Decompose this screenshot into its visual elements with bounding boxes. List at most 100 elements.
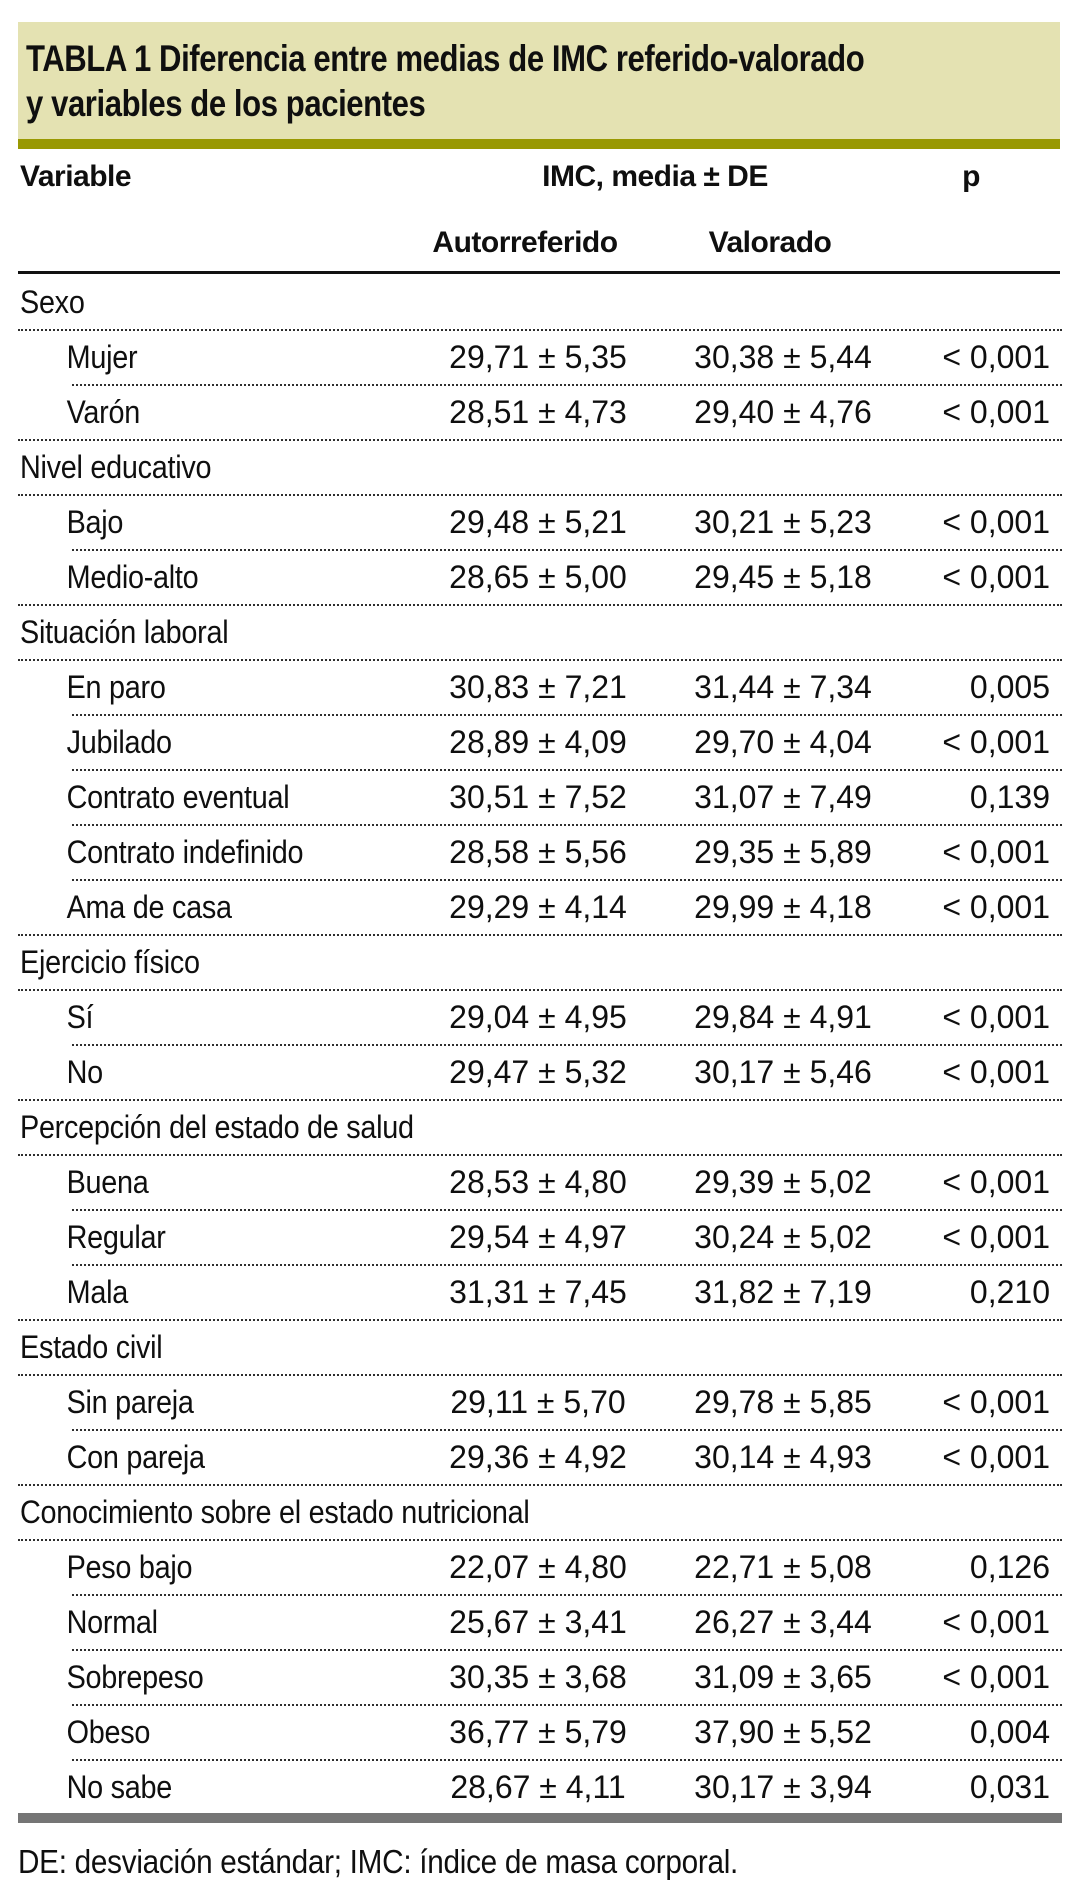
cell-autorreferido: 29,36 ± 4,92 [449,1439,627,1475]
row-separator [18,934,1062,936]
row-separator [18,659,1062,661]
cell-autorreferido: 29,29 ± 4,14 [449,889,627,925]
cell-autorreferido: 29,11 ± 5,70 [450,1384,626,1420]
cell-p: < 0,001 [942,1164,1050,1200]
cell-autorreferido: 28,65 ± 5,00 [449,559,627,595]
table-row: Ama de casa 29,29 ± 4,14 29,99 ± 4,18 < 0,0… [18,881,1062,934]
cell-p: 0,139 [969,779,1050,815]
table-row: Medio-alto 28,65 ± 5,00 29,45 ± 5,18 < 0,00… [18,551,1062,604]
cell-valorado: 22,71 ± 5,08 [694,1549,872,1585]
subheader-autorreferido: Autorreferido [432,226,618,259]
row-label: Con pareja [66,1439,205,1475]
table-row: Varón 28,51 ± 4,73 29,40 ± 4,76 < 0,001 [18,386,1062,439]
cell-autorreferido: 29,47 ± 5,32 [449,1054,627,1090]
table-row: Normal 25,67 ± 3,41 26,27 ± 3,44 < 0,001 [18,1596,1062,1649]
cell-p: < 0,001 [942,1219,1050,1255]
cell-valorado: 29,45 ± 5,18 [694,559,872,595]
cell-p: < 0,001 [942,1439,1050,1475]
footnote: DE: desviación estándar; IMC: índice de … [18,1843,739,1880]
title-underline-bar [18,139,1060,149]
cell-p: < 0,001 [942,394,1050,430]
cell-p: < 0,001 [942,1054,1050,1090]
table-row: Contrato eventual 30,51 ± 7,52 31,07 ± 7,4… [18,771,1062,824]
row-separator [18,1484,1062,1486]
row-label: Sobrepeso [66,1659,204,1695]
row-label: Buena [66,1164,149,1200]
table-title-box: TABLA 1 Diferencia entre medias de IMC r… [18,22,1060,139]
group-row: Nivel educativo [18,441,1062,494]
cell-valorado: 30,17 ± 5,46 [694,1054,872,1090]
group-row: Situación laboral [18,606,1062,659]
row-label: Regular [66,1219,166,1255]
row-label: Sí [66,999,94,1035]
table-row: Sí 29,04 ± 4,95 29,84 ± 4,91 < 0,001 [18,991,1062,1044]
row-separator [18,1319,1062,1321]
group-label: Ejercicio físico [20,944,200,980]
row-separator [72,1264,1062,1266]
cell-p: 0,031 [969,1769,1050,1805]
table-row: Obeso 36,77 ± 5,79 37,90 ± 5,52 0,004 [18,1706,1062,1759]
cell-autorreferido: 31,31 ± 7,45 [449,1274,627,1310]
row-separator [18,1539,1062,1541]
row-separator [72,1649,1062,1651]
cell-valorado: 31,44 ± 7,34 [694,669,872,705]
row-separator [18,1374,1062,1376]
cell-valorado: 30,14 ± 4,93 [694,1439,872,1475]
row-label: Normal [66,1604,158,1640]
row-separator [18,439,1062,441]
subheader-valorado: Valorado [708,226,832,259]
table-title-line2: y variables de los pacientes [26,83,426,124]
cell-autorreferido: 29,71 ± 5,35 [449,339,627,375]
row-separator [72,384,1062,386]
group-label: Conocimiento sobre el estado nutricional [20,1494,530,1530]
cell-autorreferido: 36,77 ± 5,79 [449,1714,627,1750]
row-label: Obeso [66,1714,151,1750]
cell-valorado: 30,17 ± 3,94 [694,1769,872,1805]
row-label: Mujer [66,339,138,375]
cell-autorreferido: 29,48 ± 5,21 [449,504,627,540]
cell-autorreferido: 28,53 ± 4,80 [449,1164,627,1200]
cell-autorreferido: 25,67 ± 3,41 [449,1604,627,1640]
table-row: Bajo 29,48 ± 5,21 30,21 ± 5,23 < 0,001 [18,496,1062,549]
table-body: Sexo Mujer 29,71 ± 5,35 30,38 ± 5,44 < 0,001… [18,276,1062,1814]
cell-valorado: 29,39 ± 5,02 [694,1164,872,1200]
row-label: Bajo [66,504,124,540]
cell-valorado: 29,78 ± 5,85 [694,1384,872,1420]
table-row: Regular 29,54 ± 4,97 30,24 ± 5,02 < 0,001 [18,1211,1062,1264]
column-header-variable: Variable [20,160,132,193]
row-label: No [66,1054,104,1090]
column-header-p: p [962,160,980,193]
group-label: Nivel educativo [20,449,212,485]
cell-p: < 0,001 [942,834,1050,870]
cell-autorreferido: 30,83 ± 7,21 [449,669,627,705]
cell-p: < 0,001 [942,1659,1050,1695]
group-label: Sexo [20,284,85,320]
cell-valorado: 29,40 ± 4,76 [694,394,872,430]
cell-valorado: 31,82 ± 7,19 [694,1274,872,1310]
row-label: Contrato indefinido [66,834,304,870]
row-label: Ama de casa [66,889,232,925]
table-row: No sabe 28,67 ± 4,11 30,17 ± 3,94 0,031 [18,1761,1062,1814]
cell-p: < 0,001 [942,504,1050,540]
cell-autorreferido: 30,51 ± 7,52 [449,779,627,815]
cell-autorreferido: 28,58 ± 5,56 [449,834,627,870]
group-row: Conocimiento sobre el estado nutricional [18,1486,1062,1539]
cell-valorado: 29,99 ± 4,18 [694,889,872,925]
cell-p: 0,210 [969,1274,1050,1310]
cell-p: < 0,001 [942,339,1050,375]
cell-valorado: 37,90 ± 5,52 [694,1714,872,1750]
group-row: Ejercicio físico [18,936,1062,989]
row-separator [72,1044,1062,1046]
cell-valorado: 29,70 ± 4,04 [694,724,872,760]
row-separator [72,824,1062,826]
row-separator [72,769,1062,771]
group-row: Sexo [18,276,1062,329]
row-label: Mala [66,1274,129,1310]
cell-valorado: 29,84 ± 4,91 [694,999,872,1035]
row-separator [72,1209,1062,1211]
row-separator [72,1429,1062,1431]
row-label: Jubilado [66,724,172,760]
row-label: No sabe [66,1769,173,1805]
cell-p: < 0,001 [942,724,1050,760]
row-separator [18,1154,1062,1156]
